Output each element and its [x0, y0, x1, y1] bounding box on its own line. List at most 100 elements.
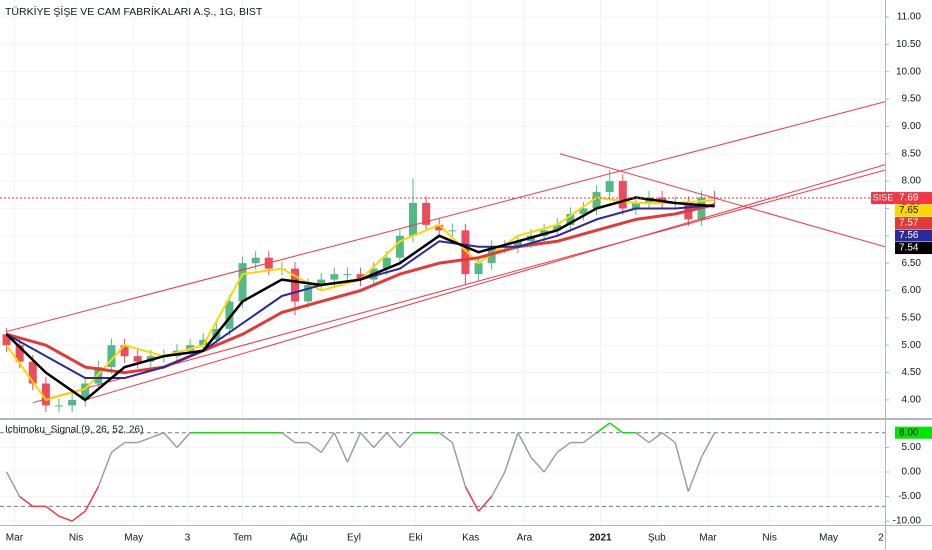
signal-segment: [438, 432, 453, 444]
candle-body: [81, 383, 90, 400]
signal-segment: [307, 441, 322, 453]
signal-segment: [530, 456, 545, 473]
signal-segment: [110, 441, 126, 453]
chart-title: TÜRKİYE ŞİŞE VE CAM FABRİKALARI A.Ş., 1G…: [5, 5, 263, 18]
candle-body: [317, 279, 326, 286]
signal-segment: [97, 452, 113, 487]
candle-body: [133, 356, 142, 362]
x-tick-label: Mar: [6, 533, 24, 544]
candle-body: [474, 263, 483, 275]
x-tick-label: Eyl: [347, 533, 361, 544]
ma-tag-text: 7.65: [899, 205, 919, 216]
x-tick-label: May: [819, 533, 838, 544]
signal-segment: [491, 471, 506, 497]
x-tick-label: Ara: [517, 533, 533, 544]
candle-body: [553, 224, 562, 231]
price-pane: [0, 101, 885, 412]
signal-segment: [19, 495, 34, 507]
signal-segment: [399, 432, 414, 448]
y-tick-label: 6.50: [902, 258, 922, 269]
signal-segment: [477, 496, 493, 512]
indicator-pane: [0, 422, 885, 522]
signal-segment: [320, 432, 335, 453]
ma-tag: [895, 204, 932, 217]
candle-body: [566, 213, 575, 225]
candle-body: [409, 202, 417, 236]
candle-body: [225, 301, 234, 329]
signal-segment: [648, 432, 663, 444]
signal-segment: [71, 510, 86, 522]
y-tick-label: 11.00: [897, 12, 922, 23]
signal-segment: [517, 432, 532, 458]
ma-tag: [895, 229, 932, 242]
indicator-title: Ichimoku_Signal (9, 26, 52, 26): [5, 425, 143, 436]
candle-body: [448, 230, 457, 232]
signal-segment: [5, 471, 21, 497]
x-tick-label: Nis: [69, 533, 83, 544]
x-tick-label: Nis: [762, 533, 776, 544]
signal-segment: [504, 432, 519, 473]
signal-segment: [346, 432, 362, 463]
signal-tag: [895, 426, 932, 439]
signal-segment: [386, 432, 401, 448]
candle-body: [461, 230, 470, 275]
candle-body: [107, 345, 116, 368]
signal-segment: [58, 515, 73, 522]
y-tick-label: 8.50: [902, 148, 922, 159]
signal-segment: [281, 432, 296, 444]
signal-segment: [373, 432, 388, 448]
y-tick-label: 9.00: [902, 121, 922, 132]
price-tag-text: 7.69: [899, 193, 919, 204]
candle-body: [291, 268, 299, 302]
price-tag: [895, 192, 932, 205]
signal-segment: [543, 451, 558, 473]
candle-body: [2, 334, 11, 346]
candle-body: [199, 339, 208, 346]
y-tick-label: 9.50: [902, 94, 922, 105]
x-tick-label: Mar: [699, 533, 717, 544]
candle-body: [395, 235, 404, 258]
signal-segment: [661, 432, 676, 444]
x-tick-label: Şub: [648, 533, 666, 544]
candle-body: [513, 241, 522, 247]
y-tick-label: 5.00: [902, 442, 922, 453]
y-tick-label: 10.50: [896, 39, 921, 50]
signal-segment: [596, 422, 611, 434]
candle-body: [422, 202, 431, 225]
y-tick-label: 10.00: [896, 66, 921, 77]
candle-body: [579, 208, 588, 214]
candle-body: [55, 405, 63, 407]
signal-segment: [84, 486, 99, 512]
ma-tag-text: 7.54: [899, 243, 919, 254]
x-tick-label: Eki: [409, 533, 423, 544]
candle-body: [435, 224, 444, 231]
x-tick-label: Tem: [233, 533, 252, 544]
ma-tag-text: 7.56: [899, 230, 919, 241]
signal-segment: [609, 422, 624, 434]
candle-body: [592, 192, 601, 209]
candle-body: [605, 181, 614, 193]
candle-body: [238, 263, 247, 302]
ma-tag: [895, 217, 932, 230]
x-tick-label: May: [124, 533, 143, 544]
x-tick-label: 3: [185, 533, 191, 544]
candle-body: [304, 285, 313, 302]
signal-segment: [700, 432, 716, 458]
signal-segment: [451, 442, 467, 487]
symbol-tag-text: SISE: [873, 192, 894, 202]
candle-body: [251, 257, 260, 264]
x-tick-label: 2: [878, 533, 884, 544]
signal-segment: [635, 432, 650, 444]
signal-segment: [582, 432, 598, 444]
candle-body: [28, 361, 37, 384]
ma-tag-text: 7.57: [899, 218, 919, 229]
y-tick-label: 8.00: [902, 176, 922, 187]
moving-average: [6, 203, 715, 375]
trend-line: [6, 101, 885, 333]
candle-body: [382, 257, 391, 269]
y-tick-label: 4.00: [902, 395, 922, 406]
candle-body: [15, 345, 24, 362]
